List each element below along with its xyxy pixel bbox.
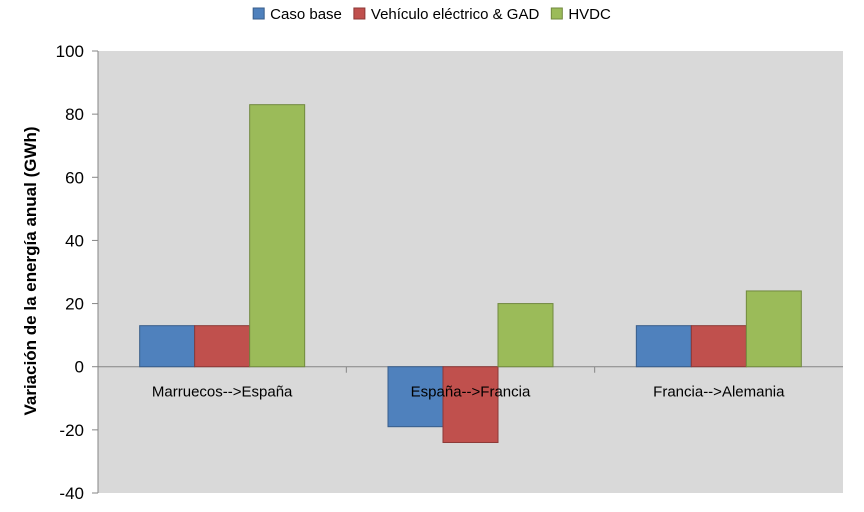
- bar: [387, 366, 444, 428]
- y-tick-label: 40: [65, 231, 84, 250]
- labels: 100 80 60 40 20 0 -20 -40 Marruecos-->España Espa…: [56, 42, 786, 503]
- legend-label: Caso base: [270, 6, 342, 23]
- bars: [139, 104, 802, 443]
- legend-item: Caso base: [252, 6, 342, 23]
- legend-label: Vehículo eléctrico & GAD: [371, 6, 540, 23]
- y-tick-label: 80: [65, 105, 84, 124]
- legend-swatch: [550, 7, 563, 20]
- bar: [745, 290, 802, 368]
- y-tick-label: 60: [65, 168, 84, 187]
- bar: [442, 366, 499, 443]
- y-tick-label: 0: [75, 358, 84, 377]
- y-axis-title: Variación de la energía anual (GWh): [21, 126, 40, 415]
- y-tick-label: -20: [59, 421, 84, 440]
- bar: [635, 325, 692, 368]
- bar: [497, 303, 554, 368]
- legend: Caso base Vehículo eléctrico & GAD HVDC: [252, 6, 611, 23]
- y-tick-label: 20: [65, 295, 84, 314]
- x-category-label: Francia-->Alemania: [653, 384, 785, 401]
- y-tick-label: 100: [56, 42, 84, 61]
- legend-label: HVDC: [568, 6, 611, 23]
- bar: [690, 325, 747, 368]
- bar: [194, 325, 251, 368]
- legend-swatch: [353, 7, 366, 20]
- legend-item: HVDC: [550, 6, 611, 23]
- legend-swatch: [252, 7, 265, 20]
- legend-item: Vehículo eléctrico & GAD: [353, 6, 540, 23]
- x-category-label: Marruecos-->España: [152, 384, 293, 401]
- bar: [139, 325, 196, 368]
- y-tick-label: -40: [59, 484, 84, 503]
- x-category-label: España-->Francia: [411, 384, 531, 401]
- bar: [249, 104, 306, 368]
